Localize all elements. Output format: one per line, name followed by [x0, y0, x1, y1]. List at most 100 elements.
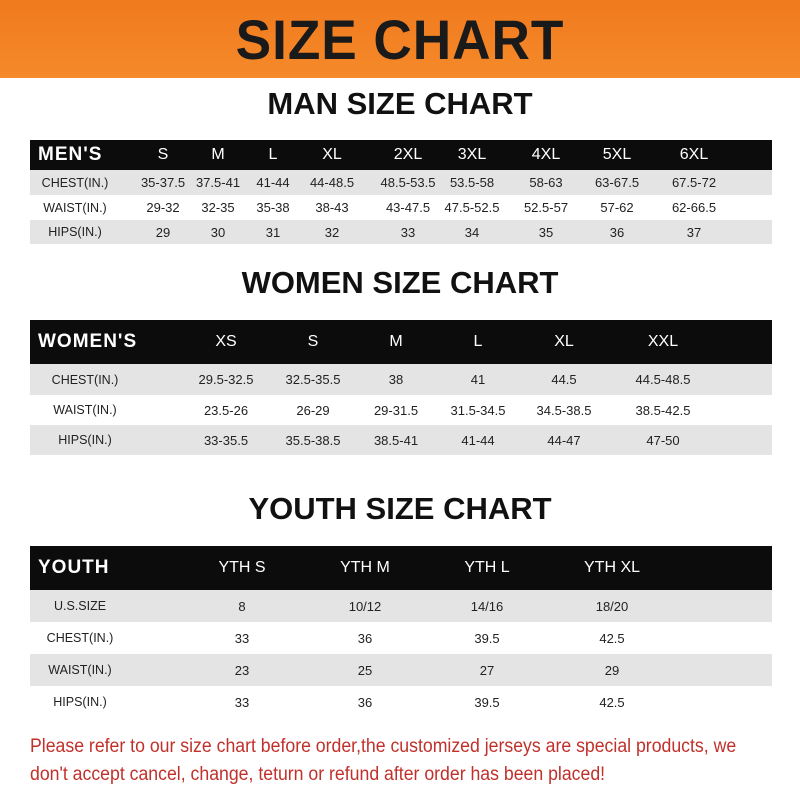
size-header-cell: 4XL: [531, 146, 561, 163]
table-cell: 31.5-34.5: [450, 402, 506, 418]
table-cell: 29-31.5: [373, 402, 419, 418]
size-header-cell: 6XL: [679, 146, 709, 163]
table-header-row: MEN'S S M L XL 2XL 3XL 4XL 5XL 6XL: [30, 140, 772, 170]
table-cell: 23: [234, 662, 250, 678]
table-row: CHEST(IN.) 35-37.5 37.5-41 41-44 44-48.5 48.5…: [30, 170, 772, 195]
table-cell: 41-44: [461, 432, 495, 448]
table-cell: 44.5: [551, 372, 577, 387]
table-cell: 32.5-35.5: [285, 372, 341, 387]
table-cell: 29: [604, 662, 620, 678]
row-label: CHEST(IN.): [41, 175, 109, 190]
size-header-cell: L: [473, 333, 483, 350]
row-label: HIPS(IN.): [53, 695, 107, 709]
women-title: WOMEN SIZE CHART: [241, 265, 559, 300]
table-title-cell: YOUTH: [38, 557, 110, 578]
table-cell: 33: [234, 630, 250, 646]
row-label: WAIST(IN.): [53, 403, 117, 417]
table-cell: 25: [357, 662, 373, 678]
table-cell: 35.5-38.5: [285, 432, 341, 448]
row-label: CHEST(IN.): [51, 372, 119, 387]
table-cell: 29: [155, 224, 171, 240]
table-cell: 29-32: [146, 200, 180, 215]
table-cell: 35-37.5: [140, 175, 186, 190]
table-row: WAIST(IN.) 23 25 27 29: [30, 654, 772, 686]
row-label: U.S.SIZE: [53, 599, 107, 613]
table-cell: 52.5-57: [523, 200, 569, 215]
table-cell: 27: [479, 662, 495, 678]
table-cell: 36: [357, 630, 373, 646]
table-cell: 57-62: [600, 200, 634, 215]
table-row: CHEST(IN.) 29.5-32.5 32.5-35.5 38 41 44.5 44.5…: [30, 364, 772, 395]
table-cell: 8: [238, 598, 246, 614]
size-header-cell: S: [157, 146, 169, 163]
table-cell: 29.5-32.5: [198, 372, 254, 387]
row-label: CHEST(IN.): [46, 631, 114, 645]
table-cell: 35: [538, 224, 554, 240]
row-label: WAIST(IN.): [43, 200, 107, 215]
table-cell: 58-63: [529, 175, 563, 190]
table-row: U.S.SIZE 8 10/12 14/16 18/20: [30, 590, 772, 622]
row-label: HIPS(IN.): [48, 225, 102, 239]
table-row: WAIST(IN.) 23.5-26 26-29 29-31.5 31.5-34.5 34…: [30, 395, 772, 425]
table-cell: 41-44: [256, 175, 290, 190]
banner: SIZE CHART: [0, 0, 800, 78]
table-cell: 39.5: [474, 630, 500, 646]
table-cell: 32: [324, 224, 340, 240]
table-cell: 42.5: [599, 694, 625, 710]
table-cell: 33-35.5: [203, 432, 249, 448]
table-cell: 63-67.5: [594, 175, 640, 190]
table-row: CHEST(IN.) 33 36 39.5 42.5: [30, 622, 772, 654]
table-cell: 39.5: [474, 694, 500, 710]
table-cell: 34.5-38.5: [536, 402, 592, 418]
size-header-cell: XS: [215, 333, 237, 350]
table-cell: 35-38: [256, 200, 290, 215]
table-cell: 23.5-26: [203, 402, 249, 418]
table-cell: 53.5-58: [449, 175, 495, 190]
men-title: MAN SIZE CHART: [267, 86, 533, 121]
size-header-cell: XXL: [647, 333, 679, 350]
table-cell: 34: [464, 224, 480, 240]
row-label: HIPS(IN.): [58, 433, 112, 447]
size-header-cell: YTH L: [464, 559, 510, 576]
table-row: WAIST(IN.) 29-32 32-35 35-38 38-43 43-47.5 47.…: [30, 195, 772, 220]
youth-title: YOUTH SIZE CHART: [248, 491, 552, 526]
table-cell: 37: [686, 224, 702, 240]
table-cell: 42.5: [599, 630, 625, 646]
size-header-cell: XL: [554, 333, 574, 350]
size-header-cell: YTH XL: [583, 559, 641, 576]
table-cell: 10/12: [348, 598, 382, 614]
women-size-table: WOMEN'S XS S M L XL XXL CHEST(IN.) 29.5-32.5 32.5…: [30, 320, 772, 455]
table-cell: 67.5-72: [671, 175, 717, 190]
size-header-cell: L: [268, 146, 278, 163]
table-cell: 44-47: [547, 432, 581, 448]
table-row: HIPS(IN.) 33 36 39.5 42.5: [30, 686, 772, 718]
table-cell: 38.5-42.5: [635, 402, 691, 418]
size-header-cell: 3XL: [457, 146, 487, 163]
table-cell: 14/16: [470, 598, 504, 614]
table-cell: 38.5-41: [373, 432, 419, 448]
table-cell: 38-43: [315, 200, 349, 215]
order-notice: Please refer to our size chart before or…: [30, 736, 737, 785]
table-cell: 33: [234, 694, 250, 710]
table-cell: 36: [609, 224, 625, 240]
youth-size-table: YOUTH YTH S YTH M YTH L YTH XL U.S.SIZE 8 10/12…: [30, 546, 772, 718]
banner-title: SIZE CHART: [235, 7, 565, 71]
table-cell: 32-35: [201, 200, 235, 215]
men-size-table: MEN'S S M L XL 2XL 3XL 4XL 5XL 6XL CHEST(IN.) 35-37…: [30, 140, 772, 244]
size-header-cell: XL: [322, 146, 342, 163]
table-cell: 37.5-41: [195, 175, 241, 190]
size-header-cell: M: [389, 333, 403, 350]
table-cell: 44.5-48.5: [635, 372, 691, 387]
table-cell: 33: [400, 224, 416, 240]
table-cell: 38: [388, 372, 404, 387]
table-header-row: YOUTH YTH S YTH M YTH L YTH XL: [30, 546, 772, 590]
table-cell: 30: [210, 224, 226, 240]
table-cell: 31: [265, 224, 281, 240]
table-title-cell: MEN'S: [38, 144, 103, 165]
table-cell: 36: [357, 694, 373, 710]
table-cell: 48.5-53.5: [380, 175, 436, 190]
table-cell: 47-50: [646, 432, 680, 448]
table-cell: 18/20: [595, 598, 629, 614]
table-cell: 47.5-52.5: [444, 200, 500, 215]
size-header-cell: YTH M: [340, 559, 390, 576]
